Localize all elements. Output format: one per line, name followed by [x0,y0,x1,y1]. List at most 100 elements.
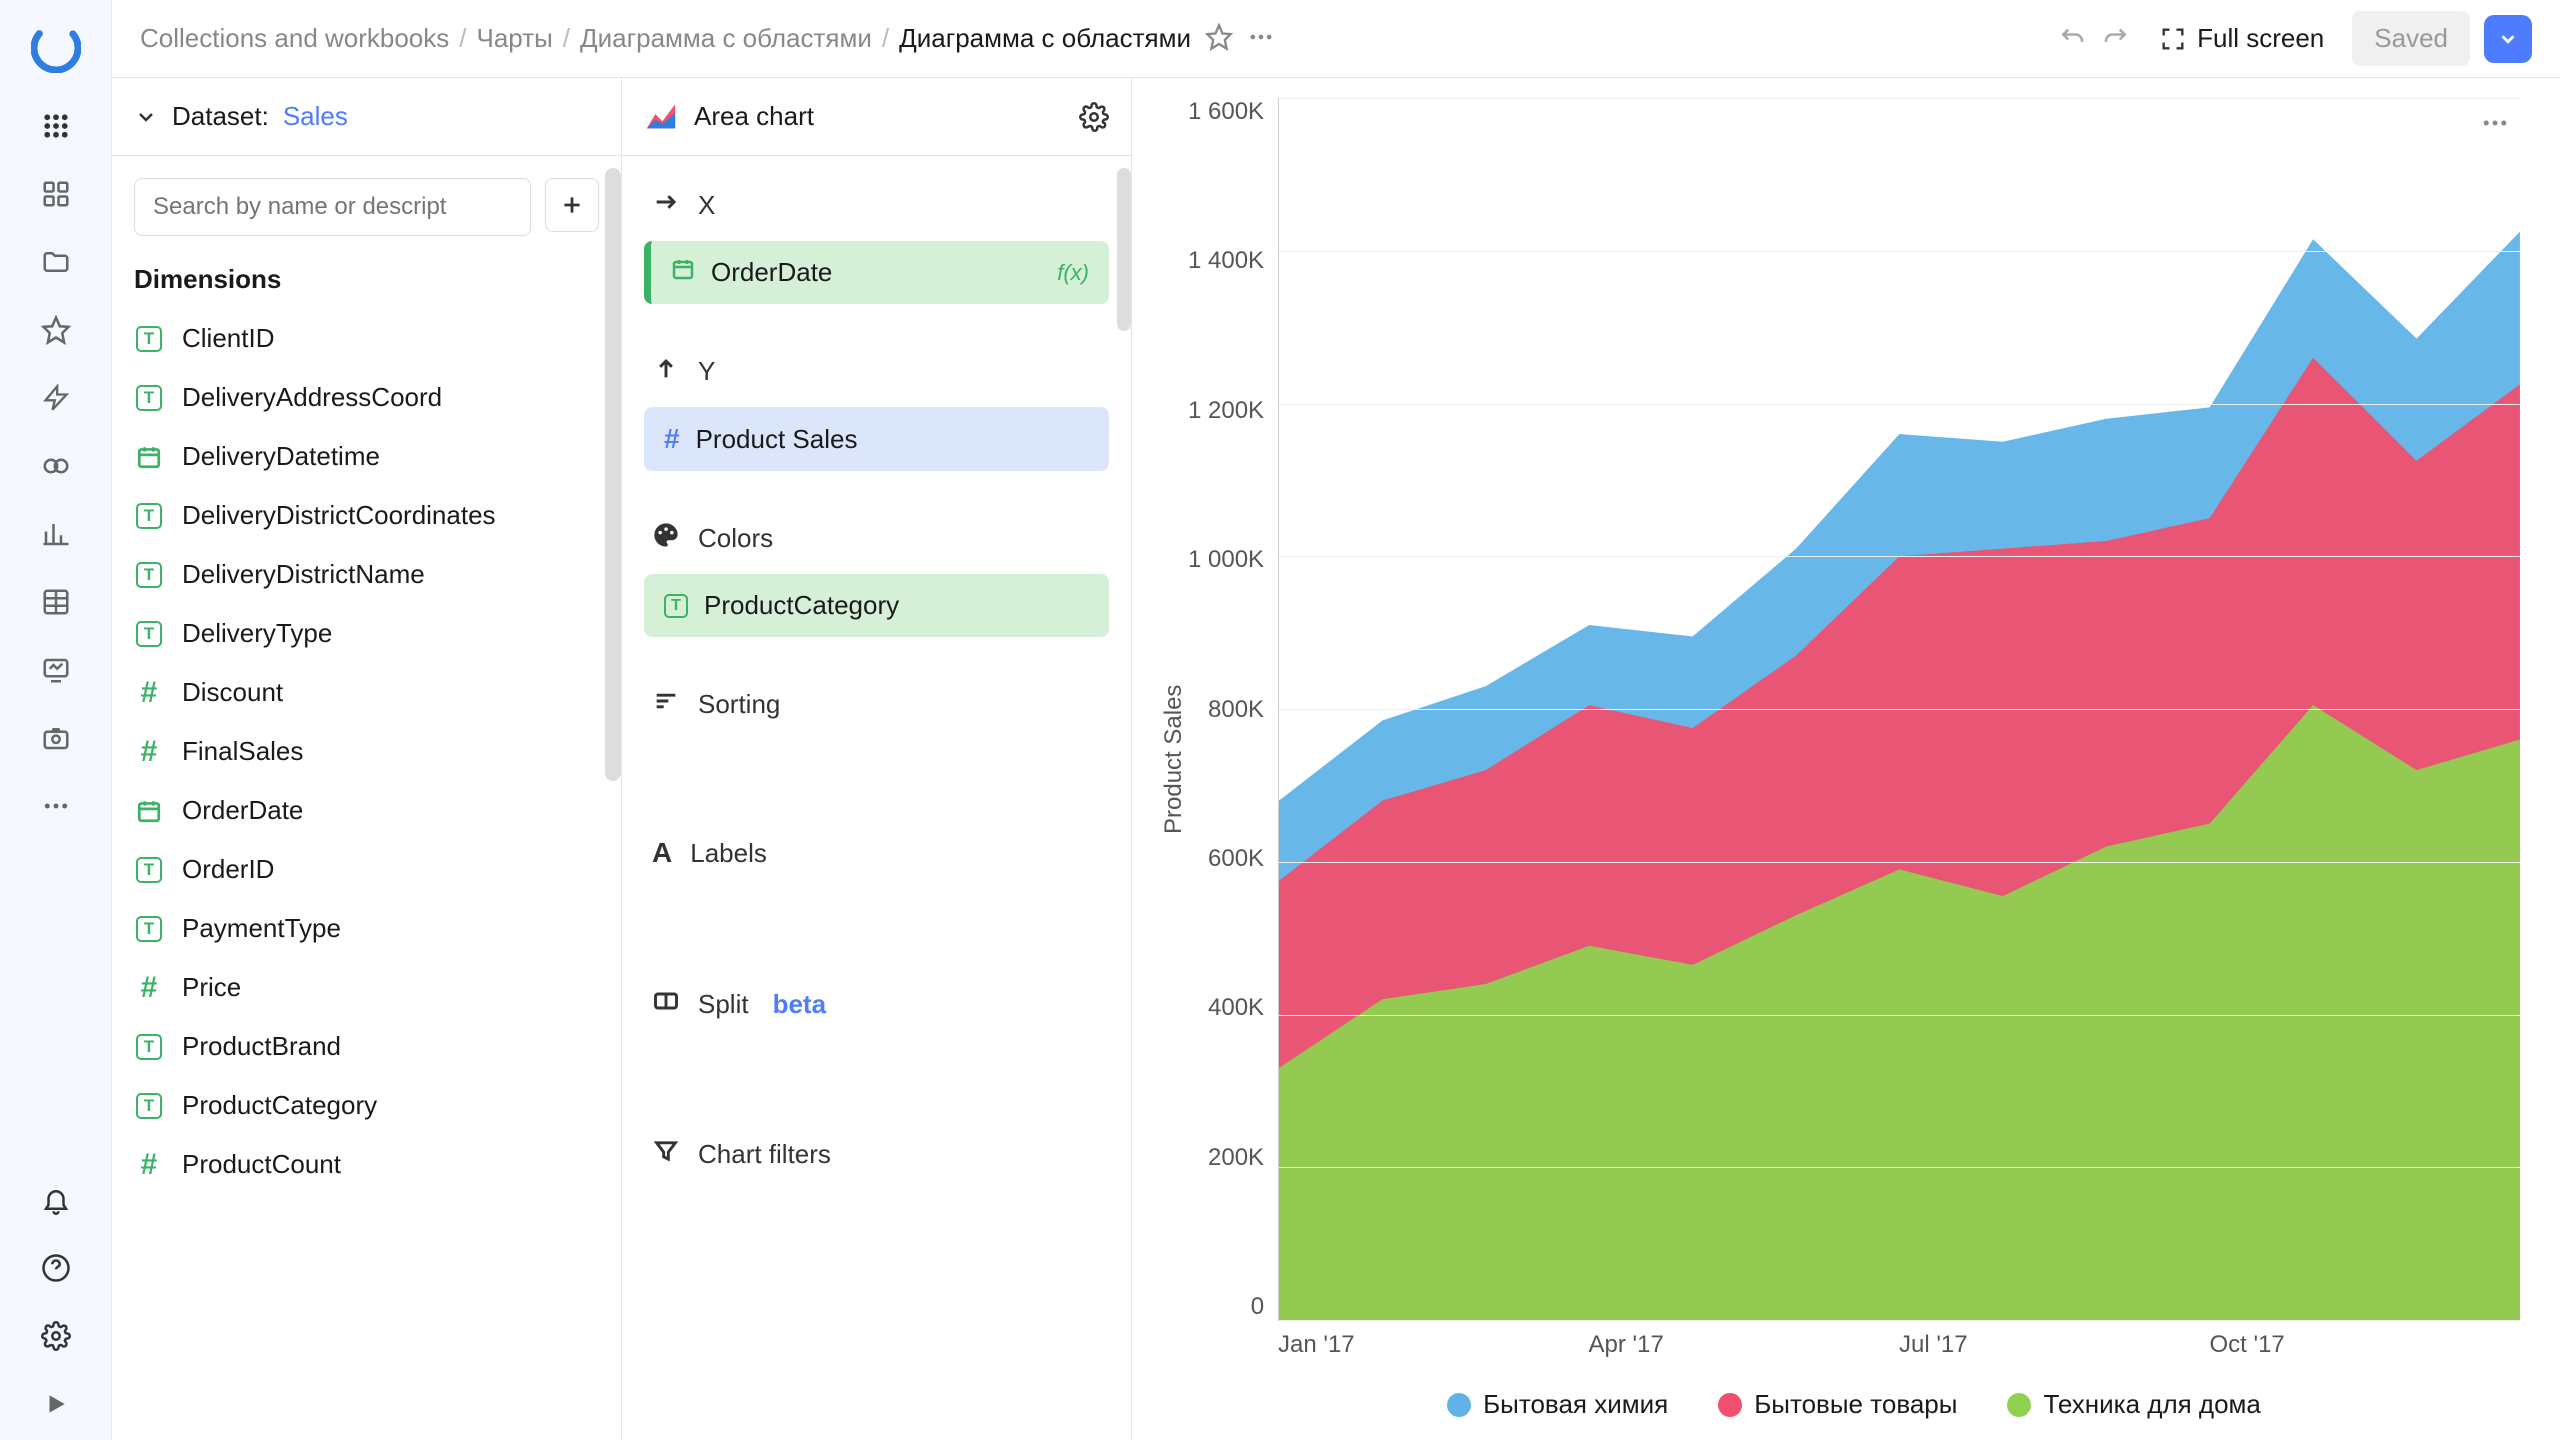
field-type-icon [134,442,164,472]
section-title: Sorting [698,689,780,720]
field-label: FinalSales [182,736,303,767]
legend-item[interactable]: Бытовые товары [1718,1389,1957,1420]
chart-type-header[interactable]: Area chart [622,78,1131,156]
monitor-icon[interactable] [38,652,74,688]
breadcrumb-item[interactable]: Collections and workbooks [140,23,449,54]
gear-icon[interactable] [1079,102,1109,132]
bell-icon[interactable] [38,1182,74,1218]
dataset-header: Dataset: Sales [112,78,621,156]
field-item[interactable]: #FinalSales [122,722,611,781]
section-icon [652,1137,680,1172]
dataset-name[interactable]: Sales [283,101,348,132]
config-chip[interactable]: TProductCategory [644,574,1109,637]
chart-icon[interactable] [38,516,74,552]
scrollbar[interactable] [1117,168,1131,331]
field-type-icon: T [134,560,164,590]
beta-badge: beta [773,989,826,1020]
scrollbar[interactable] [605,168,621,781]
dataset-panel: Dataset: Sales Dimensions TClientIDTDeli… [112,78,622,1440]
breadcrumb-item[interactable]: Диаграмма с областями [580,23,872,54]
section-title: Chart filters [698,1139,831,1170]
fullscreen-button[interactable]: Full screen [2145,13,2338,64]
field-item[interactable]: #ProductCount [122,1135,611,1194]
config-section-split: Split beta [636,955,1117,1105]
section-header: Y [644,344,1109,407]
search-input[interactable] [134,178,531,236]
undo-icon[interactable] [2057,22,2087,55]
section-icon [652,687,680,722]
legend-item[interactable]: Техника для дома [2007,1389,2260,1420]
config-chip[interactable]: OrderDatef(x) [644,241,1109,304]
field-item[interactable]: TDeliveryDistrictCoordinates [122,486,611,545]
play-icon[interactable] [38,1386,74,1422]
breadcrumb: Collections and workbooks/ Чарты/ Диагра… [140,23,1191,54]
field-item[interactable]: DeliveryDatetime [122,427,611,486]
chart-legend: Бытовая химия Бытовые товары Техника для д… [1188,1359,2520,1420]
link-icon[interactable] [38,448,74,484]
field-item[interactable]: TDeliveryType [122,604,611,663]
field-item[interactable]: #Price [122,958,611,1017]
redo-icon[interactable] [2101,22,2131,55]
legend-item[interactable]: Бытовая химия [1447,1389,1668,1420]
section-icon [652,354,680,389]
star-icon[interactable] [38,312,74,348]
camera-icon[interactable] [38,720,74,756]
add-field-button[interactable] [545,178,599,232]
field-type-icon: T [134,855,164,885]
field-label: DeliveryDistrictName [182,559,425,590]
dashboard-icon[interactable] [38,176,74,212]
saved-button: Saved [2352,11,2470,66]
breadcrumb-current: Диаграмма с областями [899,23,1191,54]
config-section-colors: ColorsTProductCategory [636,489,1117,655]
section-header: X [644,178,1109,241]
field-label: DeliveryType [182,618,332,649]
breadcrumb-item[interactable]: Чарты [477,23,553,54]
section-title: Split [698,989,749,1020]
field-label: DeliveryAddressCoord [182,382,442,413]
table-icon[interactable] [38,584,74,620]
chip-icon: # [664,423,680,455]
field-type-icon: T [134,501,164,531]
field-type-icon: T [134,1091,164,1121]
config-panel: Area chart X OrderDatef(x) Y # Product Sales… [622,78,1132,1440]
dimensions-title: Dimensions [112,250,621,309]
field-label: OrderDate [182,795,303,826]
field-item[interactable]: T DeliveryDistrictName [122,545,611,604]
chevron-down-icon[interactable] [134,105,158,129]
favorite-icon[interactable] [1205,23,1233,54]
field-item[interactable]: TPaymentType [122,899,611,958]
apps-icon[interactable] [38,108,74,144]
field-type-icon: T [134,383,164,413]
section-icon: A [652,837,672,869]
chip-label: OrderDate [711,257,832,288]
field-item[interactable]: T ProductCategory [122,1076,611,1135]
field-label: ProductCategory [182,1090,377,1121]
bolt-icon[interactable] [38,380,74,416]
chart-type-label: Area chart [694,101,814,132]
more-icon[interactable] [1247,23,1275,54]
save-dropdown-button[interactable] [2484,15,2532,63]
field-item[interactable]: T DeliveryAddressCoord [122,368,611,427]
chip-label: Product Sales [696,424,858,455]
field-type-icon: T [134,914,164,944]
help-icon[interactable] [38,1250,74,1286]
field-item[interactable]: OrderDate [122,781,611,840]
section-title: X [698,190,715,221]
field-label: Discount [182,677,283,708]
folder-icon[interactable] [38,244,74,280]
config-chip[interactable]: # Product Sales [644,407,1109,471]
x-axis-ticks: Jan '17Apr '17Jul '17Oct '17 [1188,1321,2520,1359]
field-item[interactable]: TProductBrand [122,1017,611,1076]
section-icon [652,188,680,223]
field-item[interactable]: TClientID [122,309,611,368]
chip-icon [671,257,695,288]
field-item[interactable]: TOrderID [122,840,611,899]
settings-icon[interactable] [38,1318,74,1354]
more-icon[interactable] [38,788,74,824]
config-section-x: X OrderDatef(x) [636,156,1117,322]
field-type-icon: # [134,678,164,708]
dataset-label: Dataset: [172,101,269,132]
field-item[interactable]: # Discount [122,663,611,722]
section-header: Colors [644,511,1109,574]
chart-plot [1278,98,2520,1321]
